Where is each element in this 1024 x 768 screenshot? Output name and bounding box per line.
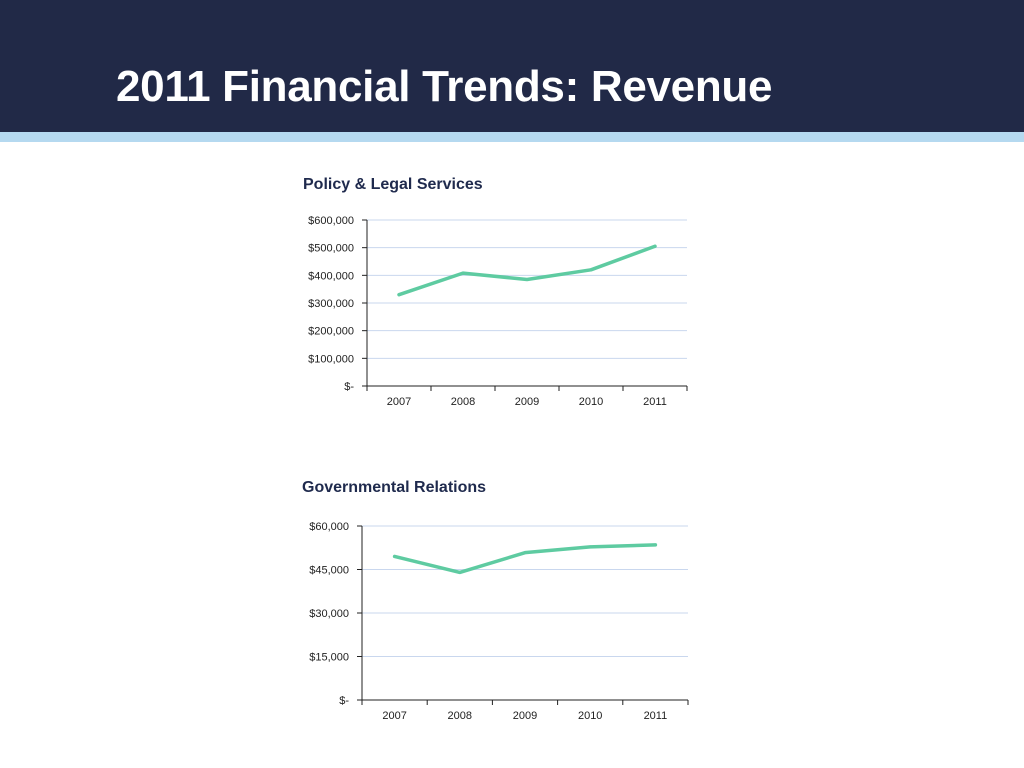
- data-point: [523, 551, 527, 555]
- data-point: [393, 554, 397, 558]
- y-tick-label: $-: [344, 381, 354, 393]
- data-point: [653, 543, 657, 547]
- y-tick-label: $400,000: [308, 270, 354, 282]
- data-point: [397, 293, 401, 297]
- data-point: [588, 545, 592, 549]
- chart-title-policy-legal: Policy & Legal Services: [303, 176, 483, 193]
- y-tick-label: $100,000: [308, 353, 354, 365]
- chart-title-governmental-relations: Governmental Relations: [302, 479, 487, 496]
- data-point: [589, 268, 593, 272]
- x-tick-label: 2008: [448, 710, 472, 722]
- slide-title: 2011 Financial Trends: Revenue: [116, 62, 773, 111]
- series-line: [392, 543, 658, 575]
- y-tick-label: $15,000: [309, 652, 349, 664]
- y-tick-label: $300,000: [308, 298, 354, 310]
- x-tick-label: 2007: [387, 396, 411, 408]
- x-tick-label: 2009: [513, 710, 537, 722]
- y-tick-label: $-: [339, 695, 349, 707]
- x-tick-label: 2009: [515, 396, 539, 408]
- x-tick-label: 2007: [382, 710, 406, 722]
- x-tick-label: 2011: [643, 396, 667, 408]
- data-point: [461, 271, 465, 275]
- x-tick-label: 2011: [644, 710, 668, 722]
- y-tick-label: $45,000: [309, 565, 349, 577]
- slide-header: [0, 0, 1024, 132]
- data-point: [525, 277, 529, 281]
- x-tick-label: 2008: [451, 396, 475, 408]
- y-tick-label: $30,000: [309, 608, 349, 620]
- data-point: [653, 244, 657, 248]
- header-accent-stripe: [0, 132, 1024, 142]
- x-tick-label: 2010: [579, 396, 603, 408]
- data-point: [458, 570, 462, 574]
- y-tick-label: $600,000: [308, 215, 354, 227]
- x-tick-label: 2010: [578, 710, 602, 722]
- y-tick-label: $60,000: [309, 521, 349, 533]
- y-tick-label: $200,000: [308, 326, 354, 338]
- y-tick-label: $500,000: [308, 243, 354, 255]
